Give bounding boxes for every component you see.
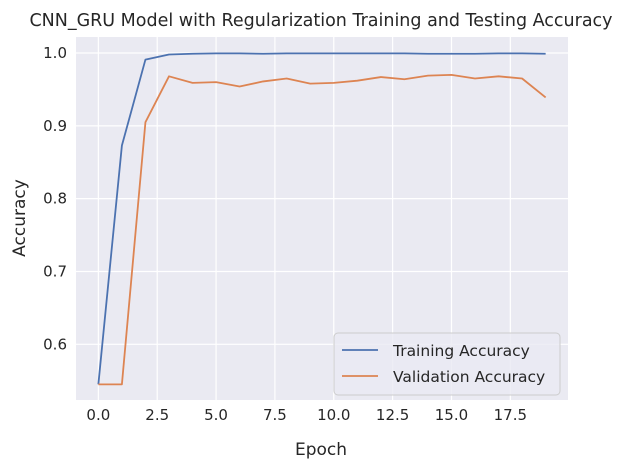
y-axis-label: Accuracy	[10, 179, 30, 257]
y-tick-label: 0.6	[43, 335, 67, 353]
x-tick-label: 2.5	[145, 406, 169, 424]
series-line-training-accuracy	[97, 52, 546, 385]
x-axis-label: Epoch	[295, 440, 347, 460]
x-tick-label: 7.5	[263, 406, 287, 424]
y-axis-ticks: 0.6 0.7 0.8 0.9 1.0	[43, 44, 67, 353]
legend: Training Accuracy Validation Accuracy	[333, 332, 561, 396]
legend-label: Training Accuracy	[392, 342, 530, 360]
series-line-validation-accuracy	[98, 73, 547, 386]
series-lines	[97, 52, 547, 386]
legend-label: Validation Accuracy	[393, 368, 545, 386]
legend-box	[333, 332, 561, 396]
x-tick-label: 0.0	[86, 406, 110, 424]
x-axis-ticks: 0.0 2.5 5.0 7.5 10.0 12.5 15.0 17.5	[86, 406, 527, 424]
y-tick-label: 0.9	[43, 117, 67, 135]
y-tick-label: 1.0	[43, 44, 67, 62]
x-tick-label: 17.5	[494, 406, 527, 424]
chart-title: CNN_GRU Model with Regularization Traini…	[29, 11, 612, 31]
x-tick-label: 5.0	[204, 406, 228, 424]
x-tick-label: 15.0	[435, 406, 468, 424]
y-tick-label: 0.7	[43, 262, 67, 280]
x-tick-label: 12.5	[376, 406, 409, 424]
grid	[76, 37, 568, 400]
x-tick-label: 10.0	[317, 406, 350, 424]
y-tick-label: 0.8	[43, 190, 67, 208]
